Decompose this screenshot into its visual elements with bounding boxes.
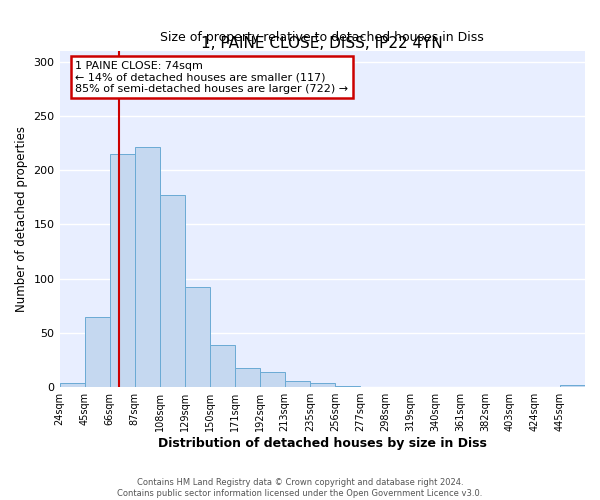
Bar	[560, 385, 585, 387]
Bar	[235, 368, 260, 387]
Bar	[310, 382, 335, 387]
Y-axis label: Number of detached properties: Number of detached properties	[15, 126, 28, 312]
Bar	[260, 372, 285, 387]
Bar	[160, 195, 185, 387]
Bar	[85, 316, 110, 387]
Bar	[110, 154, 134, 387]
Bar	[134, 148, 160, 387]
Text: Size of property relative to detached houses in Diss: Size of property relative to detached ho…	[160, 31, 484, 44]
Bar	[285, 380, 310, 387]
Bar	[59, 382, 85, 387]
Text: Contains HM Land Registry data © Crown copyright and database right 2024.
Contai: Contains HM Land Registry data © Crown c…	[118, 478, 482, 498]
Title: 1, PAINE CLOSE, DISS, IP22 4YN: 1, PAINE CLOSE, DISS, IP22 4YN	[202, 36, 443, 51]
Bar	[335, 386, 360, 387]
Bar	[209, 345, 235, 387]
Bar	[185, 288, 209, 387]
Text: 1 PAINE CLOSE: 74sqm
← 14% of detached houses are smaller (117)
85% of semi-deta: 1 PAINE CLOSE: 74sqm ← 14% of detached h…	[76, 61, 349, 94]
X-axis label: Distribution of detached houses by size in Diss: Distribution of detached houses by size …	[158, 437, 487, 450]
